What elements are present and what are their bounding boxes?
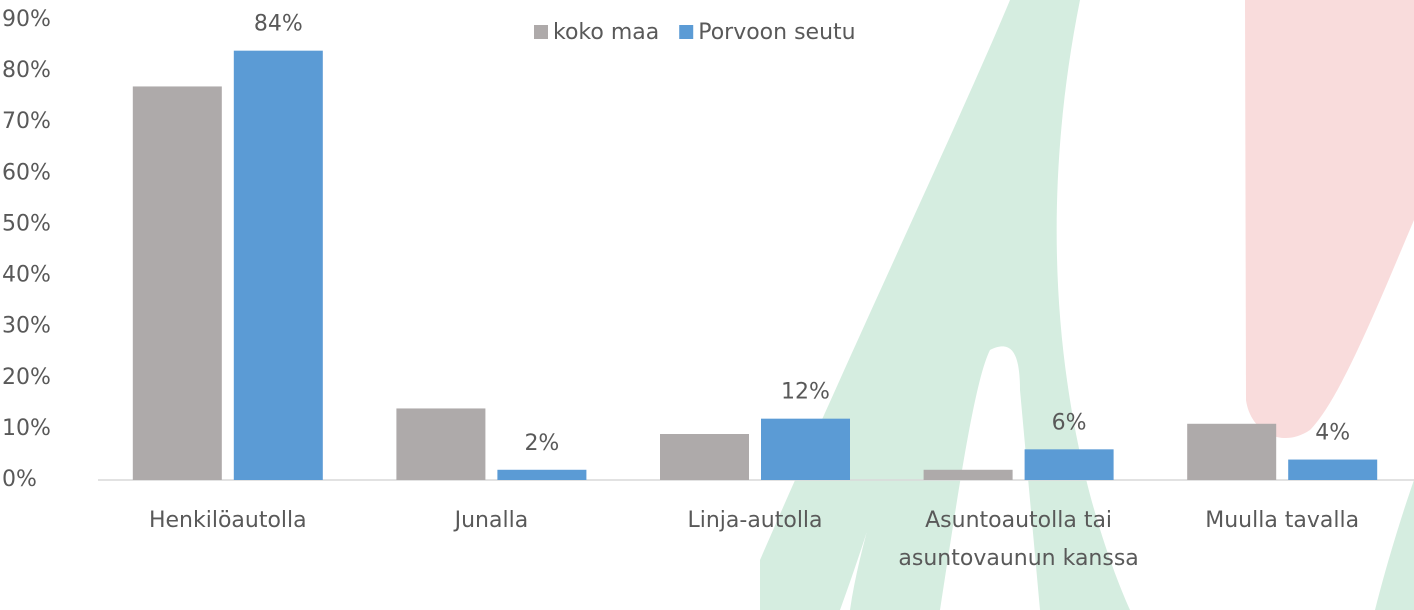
green-shape: [1375, 480, 1414, 610]
y-tick-label: 90%: [2, 7, 51, 32]
bar: [1288, 460, 1377, 480]
page: 0% 10% 20% 30% 40% 50% 60% 70% 80% 90% koko maa Por…: [0, 0, 1414, 610]
y-tick-label: 60%: [2, 160, 51, 185]
data-label: 6%: [1052, 410, 1087, 435]
bar: [396, 408, 485, 480]
data-label: 12%: [781, 380, 830, 405]
x-tick-label: Muulla tavalla: [1157, 502, 1407, 540]
x-tick-label: Linja-autolla: [630, 502, 880, 540]
bar: [660, 434, 749, 480]
y-tick-label: 10%: [2, 416, 51, 441]
x-tick-label: Asuntoautolla tai asuntovaunun kanssa: [894, 502, 1144, 578]
legend-swatch: [679, 25, 693, 39]
y-tick-label: 30%: [2, 314, 51, 339]
bar: [497, 470, 586, 480]
data-label: 2%: [524, 431, 559, 456]
bar: [1025, 449, 1114, 480]
data-label: 4%: [1315, 421, 1350, 446]
bar: [234, 51, 323, 480]
y-tick-label: 70%: [2, 109, 51, 134]
legend-label: Porvoon seutu: [698, 20, 855, 45]
x-tick-label: Henkilöautolla: [103, 502, 353, 540]
y-tick-label: 50%: [2, 211, 51, 236]
x-tick-label: Junalla: [366, 502, 616, 540]
data-label: 84%: [254, 12, 303, 37]
bar: [133, 86, 222, 480]
y-tick-label: 0%: [2, 467, 37, 492]
bar: [1187, 424, 1276, 480]
y-tick-label: 40%: [2, 263, 51, 288]
y-tick-label: 80%: [2, 58, 51, 83]
legend-swatch: [534, 25, 548, 39]
bar: [761, 419, 850, 480]
y-tick-label: 20%: [2, 365, 51, 390]
pink-shape: [1245, 0, 1414, 438]
bar: [924, 470, 1013, 480]
legend-label: koko maa: [553, 20, 659, 45]
